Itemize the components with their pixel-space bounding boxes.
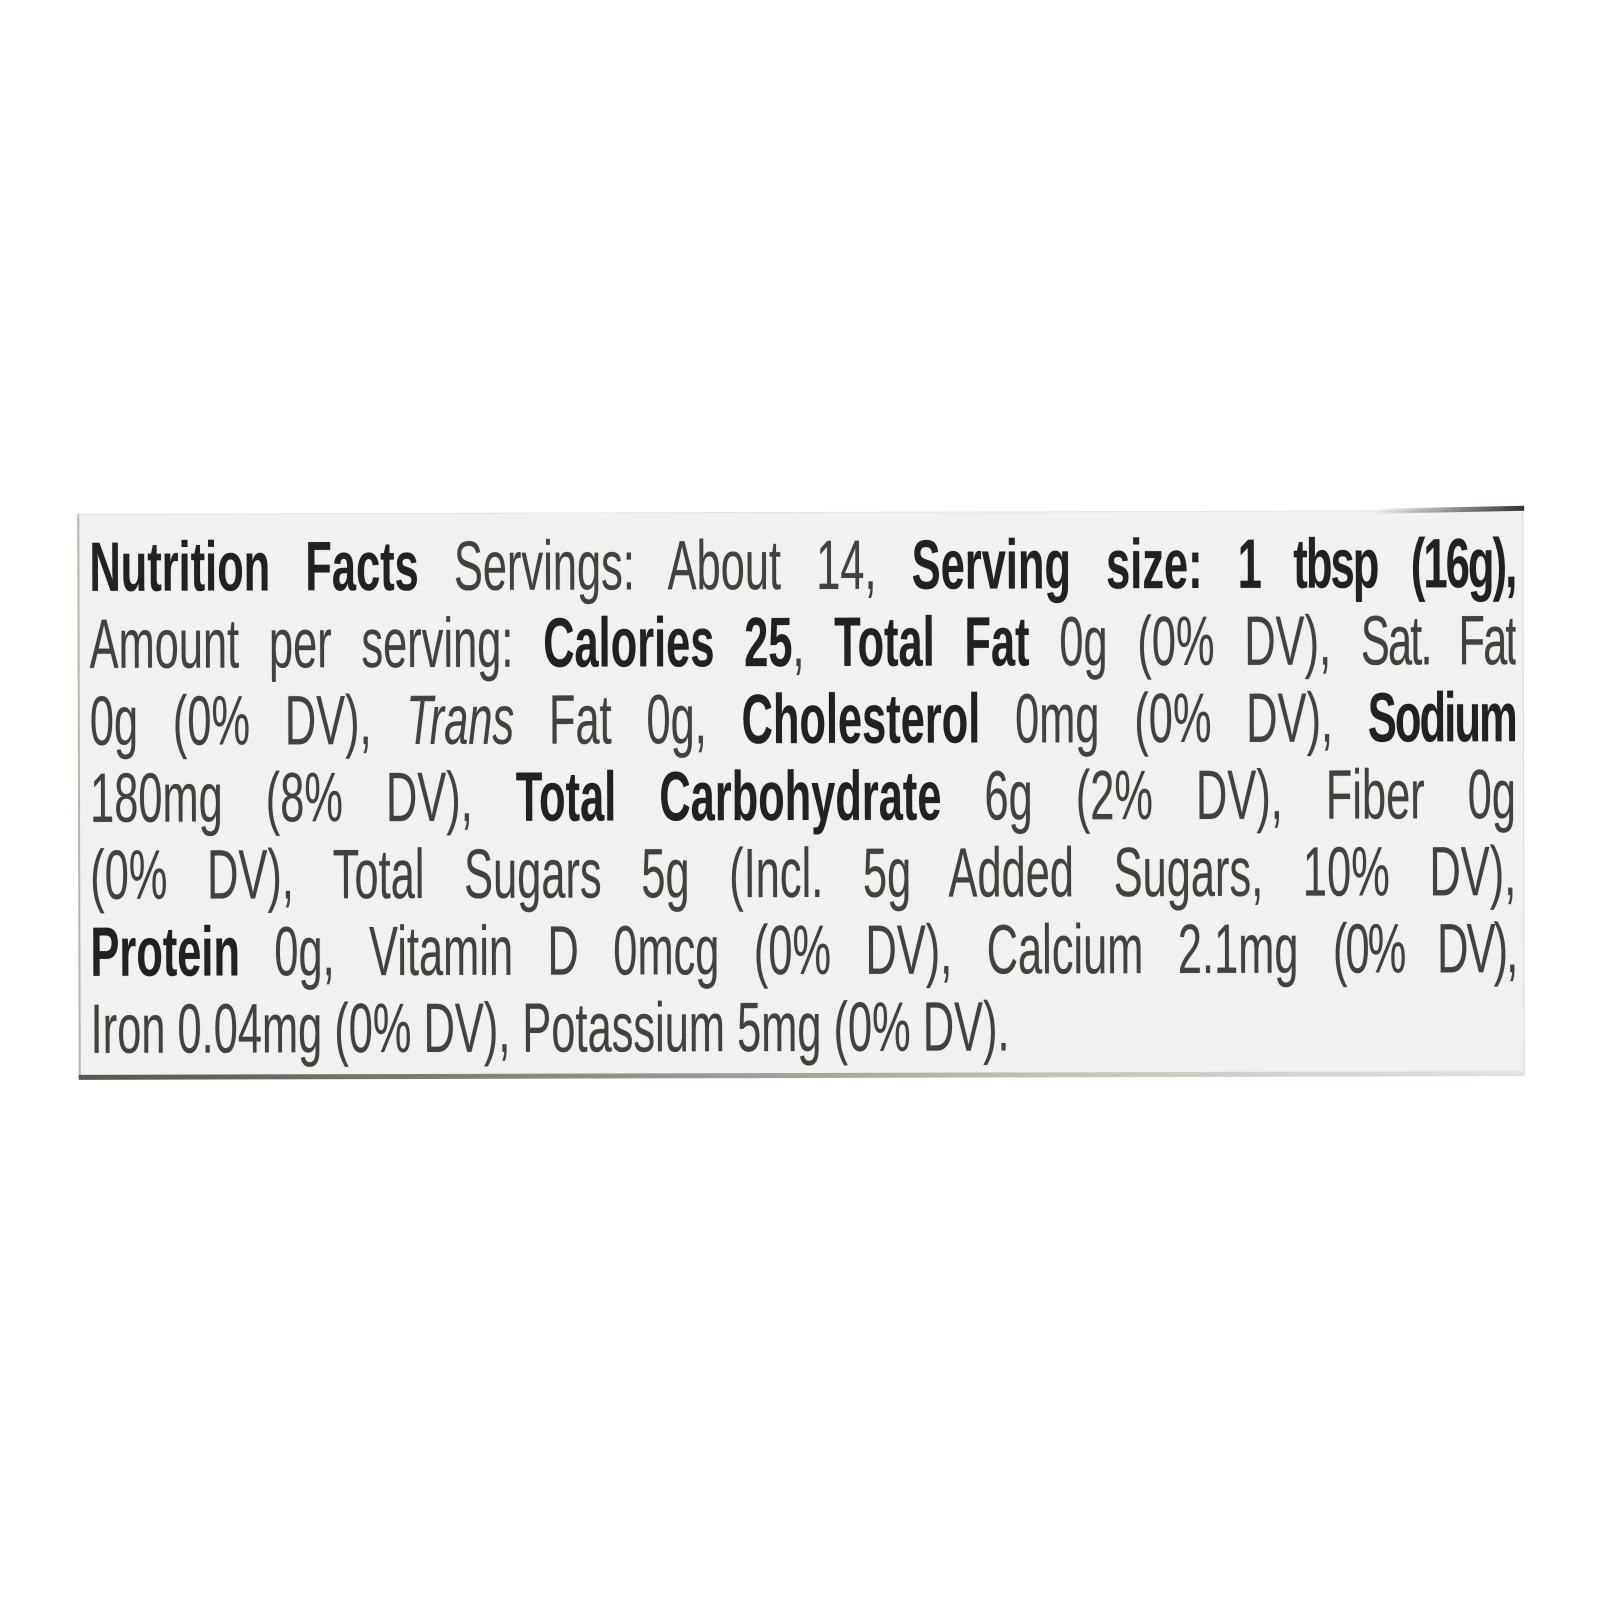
text-segment: Trans [406, 680, 515, 760]
label-top-edge-shadow [1374, 505, 1525, 514]
label-bottom-edge-shadow [78, 1071, 1525, 1080]
text-segment: Fat 0g, [514, 680, 742, 759]
text-segment: 180mg (8% DV), [89, 757, 516, 837]
nutrition-facts-title: Nutrition Facts [89, 527, 419, 606]
text-segment: 6g (2% DV), Fiber 0g [941, 756, 1517, 835]
text-segment: (0% DV), [1332, 910, 1517, 988]
text-segment: Cholesterol [741, 679, 981, 759]
text-segment: 0g (0% DV), [89, 681, 407, 760]
nutrition-line: Iron 0.04mg (0% DV), Potassium 5mg (0% D… [90, 987, 1517, 1068]
text-segment: Calories 25 [543, 603, 793, 682]
nutrition-line: Amount per serving: Calories 25, Total F… [90, 602, 1516, 683]
text-segment: Iron 0.04mg (0% DV), Potassium 5mg (0% D… [90, 987, 1010, 1068]
nutrition-line: Nutrition Facts Servings: About 14, Serv… [89, 525, 1515, 606]
nutrition-facts-text: Nutrition Facts Servings: About 14, Serv… [89, 525, 1516, 1068]
text-segment: 0mg (0% DV), [980, 679, 1368, 758]
text-segment: 0g, Vitamin D 0mcg (0% DV), Calcium 2.1m… [239, 910, 1333, 991]
text-segment: (0% DV), Total Sugars 5g (Incl. 5g Added… [90, 833, 1517, 914]
text-segment: Protein [90, 912, 241, 991]
text-segment: , [792, 602, 835, 682]
text-segment: 0g (0% DV), [1029, 602, 1361, 681]
nutrition-line: 0g (0% DV), Trans Fat 0g, Cholesterol 0m… [90, 679, 1516, 760]
text-segment: 1 tbsp (16g), [1237, 525, 1516, 603]
nutrition-label-panel: Nutrition Facts Servings: About 14, Serv… [77, 505, 1525, 1080]
text-segment: Sat. Fat [1360, 602, 1516, 680]
text-segment: Total Fat [834, 602, 1030, 681]
text-segment: Serving size: [911, 525, 1238, 604]
text-segment: Total Carbohydrate [515, 756, 942, 836]
text-segment: Servings: About 14, [418, 525, 912, 605]
text-segment: Amount per serving: [89, 603, 544, 683]
nutrition-line: (0% DV), Total Sugars 5g (Incl. 5g Added… [90, 833, 1516, 914]
nutrition-line: 180mg (8% DV), Total Carbohydrate 6g (2%… [90, 756, 1516, 837]
text-segment: Sodium [1367, 679, 1516, 757]
nutrition-line: Protein 0g, Vitamin D 0mcg (0% DV), Calc… [90, 910, 1516, 991]
